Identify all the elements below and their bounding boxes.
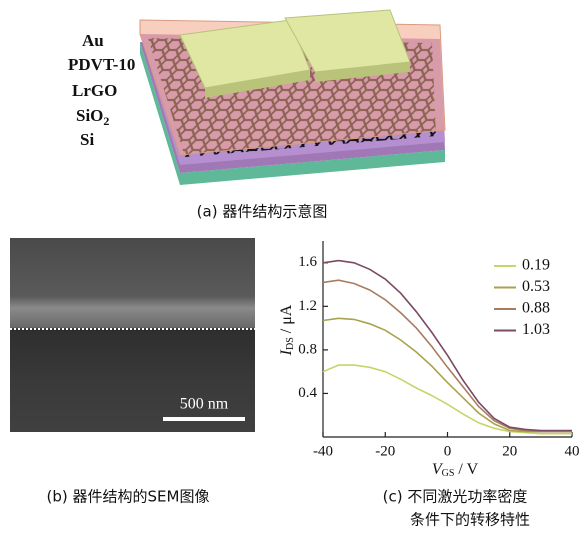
caption: (a) 器件结构示意图 xyxy=(197,203,328,221)
y-tick-label: 1.6 xyxy=(298,254,317,270)
layer-labels: Au PDVT-10 LrGO SiO2 Si xyxy=(68,31,135,149)
y-tick-label: 1.2 xyxy=(298,298,317,314)
layer-label: PDVT-10 xyxy=(68,55,135,74)
x-tick-label: 20 xyxy=(502,443,517,459)
layer-name: LrGO xyxy=(72,81,117,100)
figure: Au PDVT-10 LrGO SiO2 Si (a) 器件结构示意图 500 nm (… xyxy=(0,0,582,538)
x-tick-label: 40 xyxy=(565,443,580,459)
axis-subscript: GS xyxy=(442,468,455,479)
x-tick-label: 0 xyxy=(444,443,452,459)
legend-label: 1.03 xyxy=(522,321,550,338)
layer-subscript: 2 xyxy=(103,114,109,128)
legend-label: 0.53 xyxy=(522,278,550,295)
layer-label: LrGO xyxy=(72,81,117,100)
legend-label: 0.88 xyxy=(522,300,550,317)
xlabel-label: VGS / V xyxy=(432,461,479,480)
caption: 条件下的转移特性 xyxy=(410,511,530,529)
layer-label: SiO2 xyxy=(76,106,109,128)
axis-unit: / V xyxy=(454,461,478,478)
layer-name: PDVT-10 xyxy=(68,55,135,74)
x-tick-label: -40 xyxy=(313,443,333,459)
series-line xyxy=(323,365,572,434)
device-illustration xyxy=(140,10,445,185)
axis-subscript: DS xyxy=(285,337,296,350)
sem-image: 500 nm xyxy=(10,238,255,432)
legend-label: 0.19 xyxy=(522,257,550,274)
chart: 0.4 0.8 1.2 1.6 -40 -20 0 20 40 VGS / V IDS / μA 0.… xyxy=(278,241,580,479)
layer-name: Si xyxy=(80,130,94,149)
y-tick-label: 0.4 xyxy=(298,385,317,401)
layer-label: Si xyxy=(80,130,94,149)
layer-label: Au xyxy=(82,31,104,50)
scale-bar-label: 500 nm xyxy=(180,396,229,413)
ylabel-label: IDS / μA xyxy=(278,304,297,356)
caption: (b) 器件结构的SEM图像 xyxy=(47,488,210,506)
layer-name: Au xyxy=(82,31,104,50)
y-tick-label: 0.8 xyxy=(298,341,317,357)
caption: (c) 不同激光功率密度 xyxy=(383,488,528,506)
axis-unit: / μA xyxy=(278,304,295,337)
layer-name: SiO xyxy=(76,106,103,125)
x-tick-label: -20 xyxy=(375,443,395,459)
